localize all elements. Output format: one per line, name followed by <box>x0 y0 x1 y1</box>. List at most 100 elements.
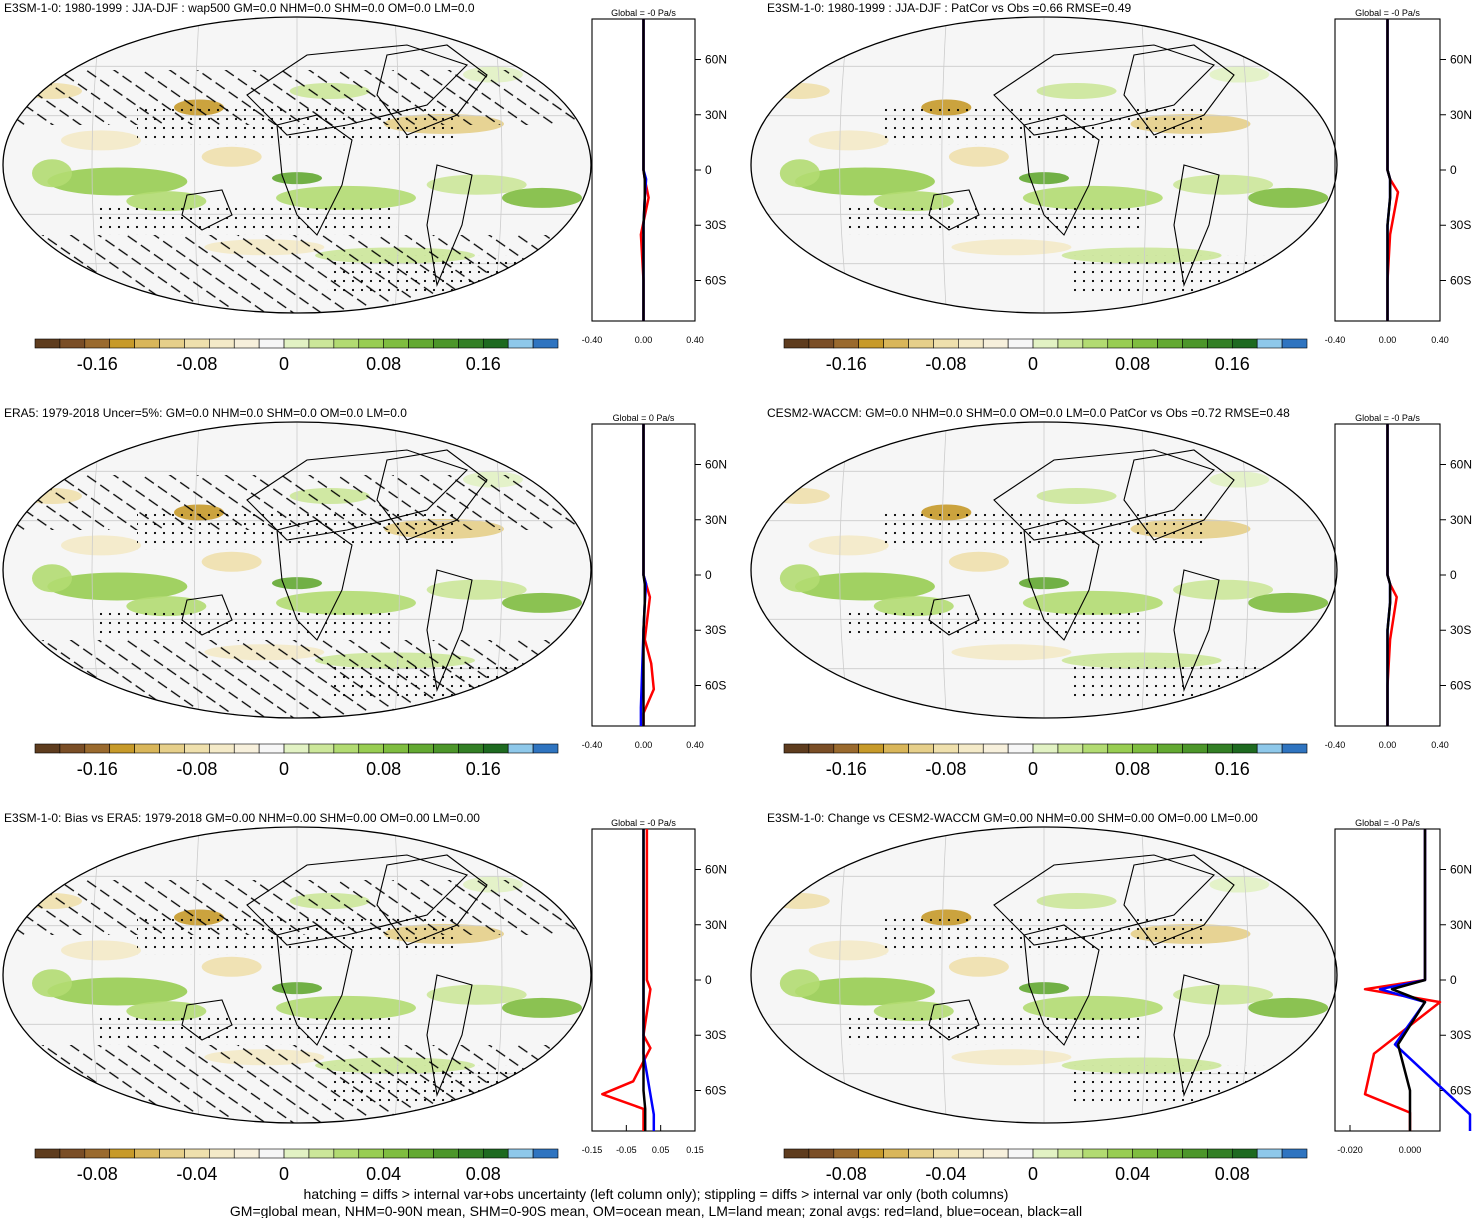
colorbar-label: 0.04 <box>366 1164 401 1184</box>
field-patch <box>201 956 262 977</box>
colorbar-swatch <box>883 1148 909 1159</box>
lat-tick-label: 0 <box>1450 973 1457 987</box>
colorbar-swatch <box>958 743 984 754</box>
colorbar-swatch <box>833 1148 860 1159</box>
map-field <box>3 17 591 313</box>
zonal-global-label: Global = -0 Pa/s <box>1355 818 1420 828</box>
stippling <box>884 105 1204 145</box>
colorbar-swatch <box>1256 743 1283 754</box>
colorbar-swatch <box>1281 743 1308 754</box>
colorbar-swatch <box>808 338 835 349</box>
panel-title: E3SM-1-0: 1980-1999 : JJA-DJF : PatCor v… <box>767 1 1131 15</box>
field-patch <box>276 995 416 1020</box>
colorbar: -0.16 -0.08 0 0.08 0.16 <box>783 743 1308 779</box>
x-tick-label: -0.40 <box>582 740 603 750</box>
colorbar-swatch <box>59 743 86 754</box>
colorbar-swatch <box>1281 338 1308 349</box>
x-tick-label: -0.40 <box>1325 335 1346 345</box>
colorbar-swatch <box>1082 338 1109 349</box>
lat-tick-label: 60N <box>705 53 727 67</box>
colorbar-swatch <box>84 1148 111 1159</box>
colorbar-swatch <box>1057 338 1084 349</box>
field-patch <box>769 83 830 99</box>
colorbar-label: 0.16 <box>1215 354 1250 374</box>
colorbar-swatch <box>933 1148 959 1159</box>
colorbar-swatch <box>783 338 810 349</box>
colorbar-swatch <box>858 743 884 754</box>
colorbar-swatch <box>408 743 434 754</box>
field-patch <box>1209 876 1270 893</box>
graticule-lon <box>941 17 947 313</box>
colorbar-swatch <box>1032 743 1059 754</box>
colorbar-swatch <box>458 338 484 349</box>
colorbar-swatch <box>59 338 86 349</box>
colorbar-swatch <box>233 1148 260 1159</box>
colorbar-swatch <box>233 338 260 349</box>
zonal-global-label: Global = -0 Pa/s <box>1355 413 1420 423</box>
colorbar-swatch <box>532 743 559 754</box>
lat-tick-label: 30N <box>705 918 727 932</box>
map-frame <box>750 826 1338 1124</box>
lat-tick-label: 60S <box>1450 1083 1471 1097</box>
lat-tick-label: 30S <box>705 1028 726 1042</box>
colorbar-label: 0.08 <box>366 354 401 374</box>
field-patch <box>951 1049 1072 1066</box>
field-patch <box>1022 590 1163 615</box>
stippling <box>844 205 1144 235</box>
x-tick-label: -0.15 <box>582 1145 603 1155</box>
lat-tick-label: 60N <box>1450 53 1472 67</box>
zonal-global-label: Global = 0 Pa/s <box>613 413 675 423</box>
colorbar-label: 0.16 <box>466 354 501 374</box>
zonal-all-line <box>1386 19 1392 321</box>
map-frame <box>2 826 592 1124</box>
colorbar-swatch <box>1207 743 1233 754</box>
colorbar-swatch <box>134 1148 160 1159</box>
colorbar-swatch <box>283 743 310 754</box>
colorbar-swatch <box>84 743 111 754</box>
colorbar-swatch <box>958 1148 984 1159</box>
colorbar-swatch <box>808 743 835 754</box>
stippling <box>97 610 397 640</box>
zonal-land-line <box>642 424 656 726</box>
colorbar-swatch <box>433 743 459 754</box>
panel-3: ERA5: 1979-2018 Uncer=5%: GM=0.0 NHM=0.0… <box>2 406 727 779</box>
lat-tick-label: 30N <box>1450 513 1472 527</box>
zonal-land-line <box>1363 829 1442 1131</box>
lat-tick-label: 30S <box>705 623 726 637</box>
graticule-lon <box>941 422 947 718</box>
zonal-land-line <box>601 829 652 1131</box>
hatching <box>3 640 591 718</box>
field-patch <box>61 130 141 151</box>
field-patch <box>1209 66 1270 83</box>
x-tick-label: 0.40 <box>686 335 704 345</box>
field-patch <box>769 893 830 909</box>
colorbar-swatch <box>358 743 384 754</box>
colorbar-swatch <box>1157 1148 1183 1159</box>
zonal-profile: Global = -0 Pa/s 60N 30N 0 30S 60S -0.40 0.00 0.… <box>1325 413 1472 750</box>
colorbar-swatch <box>159 743 185 754</box>
field-patch <box>951 644 1072 661</box>
panel-title: ERA5: 1979-2018 Uncer=5%: GM=0.0 NHM=0.0… <box>4 406 407 420</box>
colorbar-label: 0.16 <box>1215 759 1250 779</box>
colorbar-label: 0 <box>279 354 289 374</box>
lat-tick-label: 60N <box>705 863 727 877</box>
colorbar-swatch <box>1007 1148 1034 1159</box>
colorbar-swatch <box>209 338 235 349</box>
colorbar-swatch <box>184 743 210 754</box>
colorbar-swatch <box>1256 338 1283 349</box>
field-patch <box>32 159 72 188</box>
lat-tick-label: 30S <box>1450 218 1471 232</box>
colorbar-swatch <box>1157 338 1183 349</box>
colorbar-swatch <box>458 1148 484 1159</box>
colorbar-label: 0.08 <box>1115 354 1150 374</box>
zonal-all-line <box>642 19 647 321</box>
colorbar-label: -0.08 <box>925 354 966 374</box>
field-patch <box>276 185 416 210</box>
map-frame <box>750 421 1338 719</box>
field-patch <box>32 969 72 998</box>
colorbar-swatch <box>184 1148 210 1159</box>
x-tick-label: 0.00 <box>635 740 653 750</box>
colorbar-swatch <box>258 743 285 754</box>
colorbar-swatch <box>184 338 210 349</box>
